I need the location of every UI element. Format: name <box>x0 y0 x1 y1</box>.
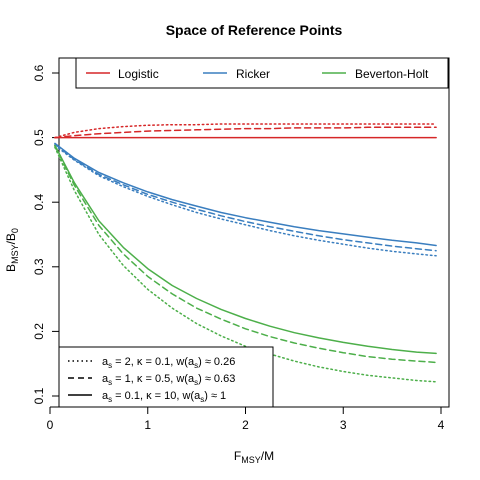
x-axis: 0 1 2 3 4 <box>47 406 445 432</box>
model-legend-box <box>75 57 449 89</box>
y-tick-label: 0.6 <box>32 64 46 81</box>
linetype-legend-box <box>58 346 274 408</box>
legend-entry-dotted: as = 2, κ = 0.1, w(as) ≈ 0.26 <box>102 356 235 370</box>
series-beverton-holt-dotted <box>54 146 437 383</box>
x-tick-label: 0 <box>47 418 54 432</box>
x-tick-label: 4 <box>438 418 445 432</box>
x-tick-label: 2 <box>242 418 249 432</box>
chart-title: Space of Reference Points <box>166 22 343 38</box>
y-axis: 0.1 0.2 0.3 0.4 0.5 0.6 <box>32 64 60 404</box>
legend-label-beverton-holt: Beverton-Holt <box>355 67 429 81</box>
series-ricker-dashed <box>54 143 437 252</box>
y-tick-label: 0.5 <box>32 129 46 146</box>
model-legend: Logistic Ricker Beverton-Holt <box>75 57 449 89</box>
legend-entry-solid: as = 0.1, κ = 10, w(as) ≈ 1 <box>102 390 226 404</box>
y-tick-label: 0.4 <box>32 194 46 211</box>
y-tick-label: 0.1 <box>32 387 46 404</box>
x-axis-label: FMSY/M <box>234 449 274 465</box>
x-tick-label: 1 <box>144 418 151 432</box>
y-tick-label: 0.3 <box>32 258 46 275</box>
legend-entry-dashed: as = 1, κ = 0.5, w(as) ≈ 0.63 <box>102 373 235 387</box>
linetype-legend: as = 2, κ = 0.1, w(as) ≈ 0.26 as = 1, κ … <box>58 346 274 408</box>
series-beverton-holt-dashed <box>54 145 437 364</box>
series-logistic-dashed <box>54 126 437 139</box>
series-ricker-solid <box>54 142 437 247</box>
legend-label-ricker: Ricker <box>236 67 270 81</box>
y-axis-label: BMSY/B0 <box>4 228 20 272</box>
series-ricker-dotted <box>54 144 437 257</box>
series-beverton-holt-solid <box>54 144 437 355</box>
x-tick-label: 3 <box>340 418 347 432</box>
series-layer <box>54 123 437 383</box>
legend-label-logistic: Logistic <box>118 67 159 81</box>
series-logistic-dotted <box>54 123 437 139</box>
y-tick-label: 0.2 <box>32 323 46 340</box>
